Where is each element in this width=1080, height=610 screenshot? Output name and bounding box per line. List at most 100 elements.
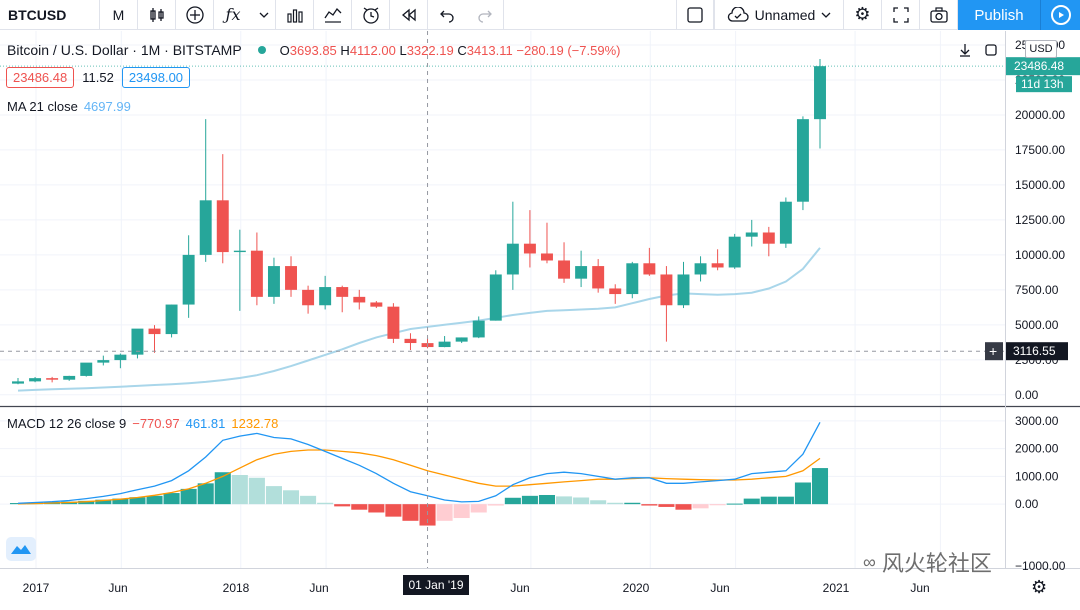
macd-histogram-bar bbox=[743, 498, 760, 505]
ma-legend[interactable]: MA 21 close 4697.99 bbox=[7, 99, 131, 114]
price-axis-label: 5000.00 bbox=[1015, 318, 1059, 332]
square-icon[interactable] bbox=[676, 0, 714, 30]
candle-body bbox=[438, 341, 451, 348]
macd-histogram-bar bbox=[487, 504, 504, 506]
time-axis-label: 2020 bbox=[623, 581, 650, 595]
layout-name: Unnamed bbox=[754, 6, 816, 23]
macd-histogram-bar bbox=[248, 477, 265, 505]
chevron-down-icon[interactable] bbox=[252, 0, 276, 30]
candle-body bbox=[575, 266, 588, 279]
candle-body bbox=[541, 253, 553, 261]
redo-icon[interactable] bbox=[466, 0, 504, 30]
macd-histogram-bar bbox=[692, 504, 709, 509]
publish-button[interactable]: Publish bbox=[958, 0, 1040, 30]
time-axis-label: Jun bbox=[510, 581, 529, 595]
candle-body bbox=[796, 119, 809, 202]
candle-body bbox=[592, 266, 605, 289]
candle-body bbox=[677, 274, 690, 306]
interval-selector[interactable]: M bbox=[100, 0, 138, 30]
play-icon bbox=[1050, 5, 1071, 25]
time-axis-label: Jun bbox=[910, 581, 929, 595]
macd-histogram-bar bbox=[556, 496, 573, 505]
countdown-text: 11d 13h bbox=[1021, 77, 1064, 91]
macd-histogram-bar bbox=[521, 495, 538, 505]
currency-badge[interactable]: USD bbox=[1025, 40, 1057, 58]
candle-body bbox=[165, 304, 178, 335]
settings-gear-icon[interactable]: ⚙ bbox=[1031, 577, 1048, 597]
logo-icon bbox=[11, 545, 31, 554]
macd-histogram-bar bbox=[641, 504, 658, 506]
candle-body bbox=[523, 243, 536, 254]
macd-histogram-bar bbox=[658, 504, 675, 507]
macd-histogram-bar bbox=[504, 497, 521, 505]
macd-histogram-bar bbox=[607, 502, 624, 505]
candles-icon[interactable] bbox=[138, 0, 176, 30]
undo-icon[interactable] bbox=[428, 0, 466, 30]
candle-body bbox=[506, 243, 519, 275]
candle-body bbox=[233, 250, 246, 253]
candle-body bbox=[80, 362, 93, 376]
time-axis-label: Jun bbox=[710, 581, 729, 595]
time-axis-label: Jun bbox=[309, 581, 328, 595]
candle-body bbox=[267, 266, 280, 297]
macd-legend[interactable]: MACD 12 26 close 9 −770.97 461.81 1232.78 bbox=[7, 416, 279, 431]
buy-price-button[interactable]: 23498.00 bbox=[121, 67, 191, 88]
sell-price-button[interactable]: 23486.48 bbox=[6, 67, 75, 88]
macd-histogram-bar bbox=[794, 482, 811, 505]
alert-icon[interactable] bbox=[352, 0, 390, 30]
fullscreen-icon[interactable] bbox=[882, 0, 920, 30]
maximize-pane-icon[interactable] bbox=[981, 40, 1001, 60]
indicator-chart-icon[interactable] bbox=[314, 0, 352, 30]
candle-body bbox=[63, 375, 76, 380]
chart-canvas[interactable]: 0.002500.005000.007500.0010000.0012500.0… bbox=[0, 31, 1080, 610]
gear-icon[interactable]: ⚙ bbox=[844, 0, 882, 30]
fx-icon[interactable]: ƒx bbox=[225, 5, 241, 24]
price-axis-label: 7500.00 bbox=[1015, 283, 1059, 297]
macd-histogram-bar bbox=[112, 498, 129, 505]
candle-body bbox=[660, 274, 673, 306]
candle-body bbox=[558, 260, 571, 279]
macd-histogram-bar bbox=[265, 486, 282, 505]
plus-circle-icon[interactable] bbox=[176, 0, 214, 30]
time-axis-label: 2021 bbox=[823, 581, 850, 595]
time-axis-label: 2017 bbox=[23, 581, 50, 595]
top-toolbar: BTCUSD M ƒx Unnamed ⚙ bbox=[0, 0, 1080, 30]
series-title: Bitcoin / U.S. Dollar · 1M · BITSTAMP bbox=[7, 42, 242, 58]
macd-histogram-bar bbox=[590, 500, 607, 505]
candle-body bbox=[404, 338, 417, 344]
candle-body bbox=[762, 232, 775, 244]
candle-body bbox=[182, 254, 195, 305]
play-button[interactable] bbox=[1040, 0, 1080, 30]
candle-body bbox=[250, 250, 263, 297]
macd-histogram-bar bbox=[760, 496, 777, 505]
symbol-search[interactable]: BTCUSD bbox=[0, 0, 100, 30]
tradingview-logo[interactable] bbox=[6, 537, 36, 561]
arrow-down-icon[interactable] bbox=[955, 40, 975, 60]
macd-histogram-bar bbox=[675, 504, 692, 510]
macd-histogram-bar bbox=[351, 504, 368, 510]
macd-histogram-bar bbox=[453, 504, 470, 519]
macd-axis-label: 2000.00 bbox=[1015, 442, 1059, 456]
price-axis-label: 20000.00 bbox=[1015, 108, 1065, 122]
macd-line bbox=[17, 421, 821, 504]
candle-body bbox=[29, 378, 42, 382]
camera-icon[interactable] bbox=[920, 0, 958, 30]
price-axis-label: 15000.00 bbox=[1015, 178, 1065, 192]
macd-histogram-bar bbox=[300, 495, 317, 505]
macd-histogram-bar bbox=[180, 488, 197, 505]
time-axis-label: 2018 bbox=[223, 581, 250, 595]
layout-chevron-icon bbox=[821, 12, 831, 18]
wechat-icon: ∞ bbox=[863, 551, 876, 572]
replay-icon[interactable] bbox=[390, 0, 428, 30]
candle-body bbox=[643, 263, 656, 275]
crosshair-date-label: 01 Jan '19 bbox=[403, 575, 469, 595]
macd-axis-label: 3000.00 bbox=[1015, 414, 1059, 428]
macd-histogram-bar bbox=[163, 493, 180, 505]
candle-body bbox=[148, 328, 161, 335]
layout-selector[interactable]: Unnamed bbox=[714, 0, 844, 30]
bar-compare-icon[interactable] bbox=[276, 0, 314, 30]
candle-body bbox=[97, 360, 110, 363]
candle-body bbox=[46, 378, 59, 380]
candle-body bbox=[387, 306, 400, 339]
macd-axis-label: 0.00 bbox=[1015, 497, 1039, 511]
